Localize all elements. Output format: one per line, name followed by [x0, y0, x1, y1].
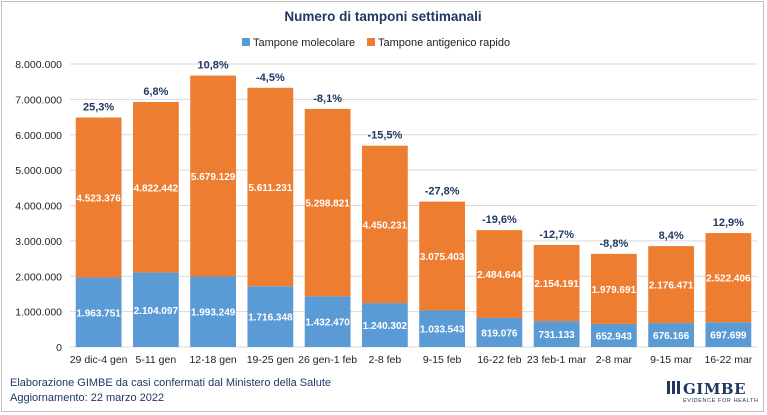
bar-segment-molecolare	[476, 318, 523, 347]
data-label-antigenico: 5.611.231	[248, 183, 292, 194]
variation-label: -27,8%	[425, 186, 460, 198]
legend-swatch-molecolare	[242, 38, 250, 46]
legend: Tampone molecolare Tampone antigenico ra…	[242, 37, 510, 49]
bar-segment-antigenico	[705, 233, 752, 323]
bar-segment-molecolare	[705, 322, 752, 347]
bar-segment-antigenico	[590, 253, 637, 324]
data-label-molecolare: 652.943	[596, 331, 633, 342]
variation-label: 12,9%	[713, 217, 744, 229]
bar-segment-antigenico	[648, 246, 695, 324]
y-tick-label: 6.000.000	[15, 130, 62, 142]
data-label-molecolare: 1.993.249	[191, 308, 236, 319]
x-axis: 29 dic-4 gen 5-11 gen 12-18 gen 19-25 gen 26…	[70, 354, 753, 366]
bar-segment-antigenico	[304, 108, 351, 297]
data-label-molecolare: 1.963.751	[76, 308, 121, 319]
bar-segment-antigenico	[419, 201, 466, 311]
data-label-molecolare: 676.166	[653, 331, 690, 342]
y-tick-label: 2.000.000	[15, 271, 62, 283]
bar-segment-antigenico	[476, 230, 523, 319]
data-label-antigenico: 5.679.129	[191, 172, 236, 183]
legend-label-molecolare: Tampone molecolare	[253, 37, 355, 49]
x-tick-label: 9-15 feb	[423, 354, 462, 366]
data-label-molecolare: 1.432.470	[305, 318, 350, 329]
x-tick-label: 2-8 mar	[596, 354, 633, 366]
variation-label: -8,8%	[600, 238, 629, 250]
data-label-antigenico: 4.822.442	[134, 183, 179, 194]
y-axis: 0 1.000.000 2.000.000 3.000.000 4.000.000 5.0…	[15, 59, 62, 354]
x-tick-label: 2-8 feb	[369, 354, 402, 366]
data-label-molecolare: 819.076	[481, 329, 518, 340]
bar-segment-molecolare	[590, 323, 637, 347]
data-label-antigenico: 2.154.191	[534, 279, 579, 290]
legend-swatch-antigenico	[367, 38, 375, 46]
variation-label: 25,3%	[83, 102, 114, 114]
footer: Elaborazione GIMBE da casi confermati da…	[10, 377, 331, 404]
x-tick-label: 5-11 gen	[136, 354, 177, 366]
x-tick-label: 26 gen-1 feb	[298, 354, 357, 366]
bar-segment-molecolare	[419, 310, 466, 347]
bar-segment-antigenico	[533, 244, 580, 322]
bar-segment-molecolare	[648, 323, 695, 347]
bar-segment-molecolare	[361, 303, 408, 347]
gimbe-mark-icon	[667, 381, 680, 394]
bar-segment-molecolare	[132, 272, 179, 347]
data-label-antigenico: 2.176.471	[649, 281, 694, 292]
variation-label: -12,7%	[539, 229, 574, 241]
x-tick-label: 12-18 gen	[189, 354, 236, 366]
y-tick-label: 8.000.000	[15, 59, 62, 71]
bars: 1.963.751 4.523.376 25,3% 2.104.097 4.822.44…	[75, 60, 752, 347]
bar-segment-antigenico	[247, 87, 294, 287]
x-tick-label: 9-15 mar	[650, 354, 693, 366]
x-tick-label: 16-22 feb	[477, 354, 522, 366]
variation-label: -15,5%	[367, 130, 402, 142]
gimbe-logo: GIMBE EVIDENCE FOR HEALTH	[667, 380, 758, 404]
bar-segment-molecolare	[533, 321, 580, 347]
data-label-antigenico: 1.979.691	[592, 285, 637, 296]
data-label-antigenico: 4.523.376	[76, 194, 121, 205]
y-tick-label: 1.000.000	[15, 307, 62, 319]
x-tick-label: 29 dic-4 gen	[70, 354, 128, 366]
gridlines	[70, 63, 757, 348]
y-tick-label: 7.000.000	[15, 94, 62, 106]
legend-label-antigenico: Tampone antigenico rapido	[378, 37, 510, 49]
brand-tagline: EVIDENCE FOR HEALTH	[683, 398, 758, 404]
y-tick-label: 3.000.000	[15, 236, 62, 248]
footer-source: Elaborazione GIMBE da casi confermati da…	[10, 377, 331, 389]
data-label-antigenico: 5.298.821	[305, 199, 350, 210]
x-tick-label: 23 feb-1 mar	[527, 354, 587, 366]
variation-label: -8,1%	[313, 93, 342, 105]
x-tick-label: 19-25 gen	[247, 354, 294, 366]
data-label-molecolare: 1.033.543	[420, 325, 465, 336]
chart-title: Numero di tamponi settimanali	[284, 9, 481, 24]
data-label-molecolare: 731.133	[539, 330, 576, 341]
variation-label: 6,8%	[143, 86, 168, 98]
bar-segment-molecolare	[247, 286, 294, 347]
bar-segment-antigenico	[190, 75, 237, 277]
bar-segment-molecolare	[304, 296, 351, 347]
variation-label: -4,5%	[256, 72, 285, 84]
y-tick-label: 0	[56, 342, 62, 354]
data-label-molecolare: 1.240.302	[363, 321, 408, 332]
data-label-molecolare: 697.699	[710, 331, 747, 342]
data-label-molecolare: 2.104.097	[134, 306, 179, 317]
bar-segment-antigenico	[361, 145, 408, 304]
bar-segment-molecolare	[190, 276, 237, 347]
brand-name: GIMBE	[683, 380, 746, 398]
y-tick-label: 5.000.000	[15, 165, 62, 177]
x-tick-label: 16-22 mar	[704, 354, 752, 366]
y-tick-label: 4.000.000	[15, 201, 62, 213]
bar-segment-antigenico	[75, 117, 122, 278]
variation-label: 10,8%	[198, 60, 229, 72]
data-label-antigenico: 3.075.403	[420, 252, 465, 263]
footer-update: Aggiornamento: 22 marzo 2022	[10, 392, 164, 404]
data-label-antigenico: 2.522.406	[706, 274, 751, 285]
data-label-molecolare: 1.716.348	[248, 313, 293, 324]
bar-segment-molecolare	[75, 277, 122, 347]
data-label-antigenico: 2.484.644	[477, 270, 522, 281]
bar-segment-antigenico	[132, 101, 179, 273]
data-label-antigenico: 4.450.231	[363, 220, 408, 231]
variation-label: -19,6%	[482, 214, 517, 226]
variation-label: 8,4%	[659, 230, 684, 242]
